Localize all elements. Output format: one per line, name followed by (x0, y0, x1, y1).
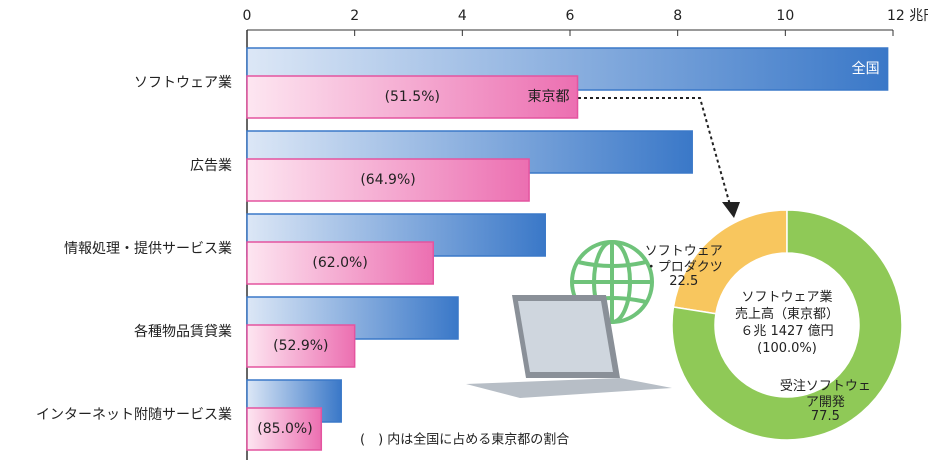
bar (246, 158, 530, 202)
category-label: ソフトウェア業 (134, 75, 232, 91)
category-label: 各種物品賃貸業 (134, 324, 232, 340)
category-label: 広告業 (190, 158, 232, 174)
center-text: 売上高（東京都） (734, 307, 840, 322)
slice-value: 77.5 (810, 409, 840, 425)
category-label: インターネット附随サービス業 (36, 407, 232, 423)
x-tick-label: 6 (566, 8, 575, 24)
x-tick-label: 12 兆円 (887, 8, 928, 24)
x-tick-label: 0 (243, 8, 252, 24)
share-label: (62.0%) (312, 255, 367, 271)
bar (246, 241, 435, 285)
center-text: ソフトウェア業 (741, 290, 833, 305)
bar (246, 324, 356, 368)
share-label: (52.9%) (273, 338, 328, 354)
slice-value: 22.5 (669, 273, 699, 289)
share-label: (64.9%) (360, 172, 415, 188)
category-label: 情報処理・提供サービス業 (64, 241, 232, 257)
x-tick-label: 10 (776, 8, 794, 24)
arrow-head (722, 202, 740, 218)
x-tick-label: 4 (458, 8, 467, 24)
center-text: (100.0%) (757, 341, 817, 356)
x-tick-label: 8 (673, 8, 682, 24)
bar (246, 407, 323, 451)
leader-arrow (578, 97, 731, 206)
note: ( ) 内は全国に占める東京都の割合 (360, 432, 569, 448)
donut-slice (671, 209, 903, 441)
globe-icon (570, 240, 654, 324)
series-label: 全国 (852, 60, 880, 77)
slice-label: 受注ソフトウェア開発 (779, 379, 871, 411)
share-label: (51.5%) (385, 89, 440, 105)
center-text: ６兆 1427 億円 (740, 324, 834, 339)
x-tick-label: 2 (350, 8, 359, 24)
share-label: (85.0%) (257, 421, 312, 437)
slice-label: ソフトウェア ・プロダクツ (644, 243, 723, 275)
bar (246, 75, 579, 119)
series-label: 東京都 (528, 89, 570, 105)
laptop-icon (466, 295, 672, 398)
